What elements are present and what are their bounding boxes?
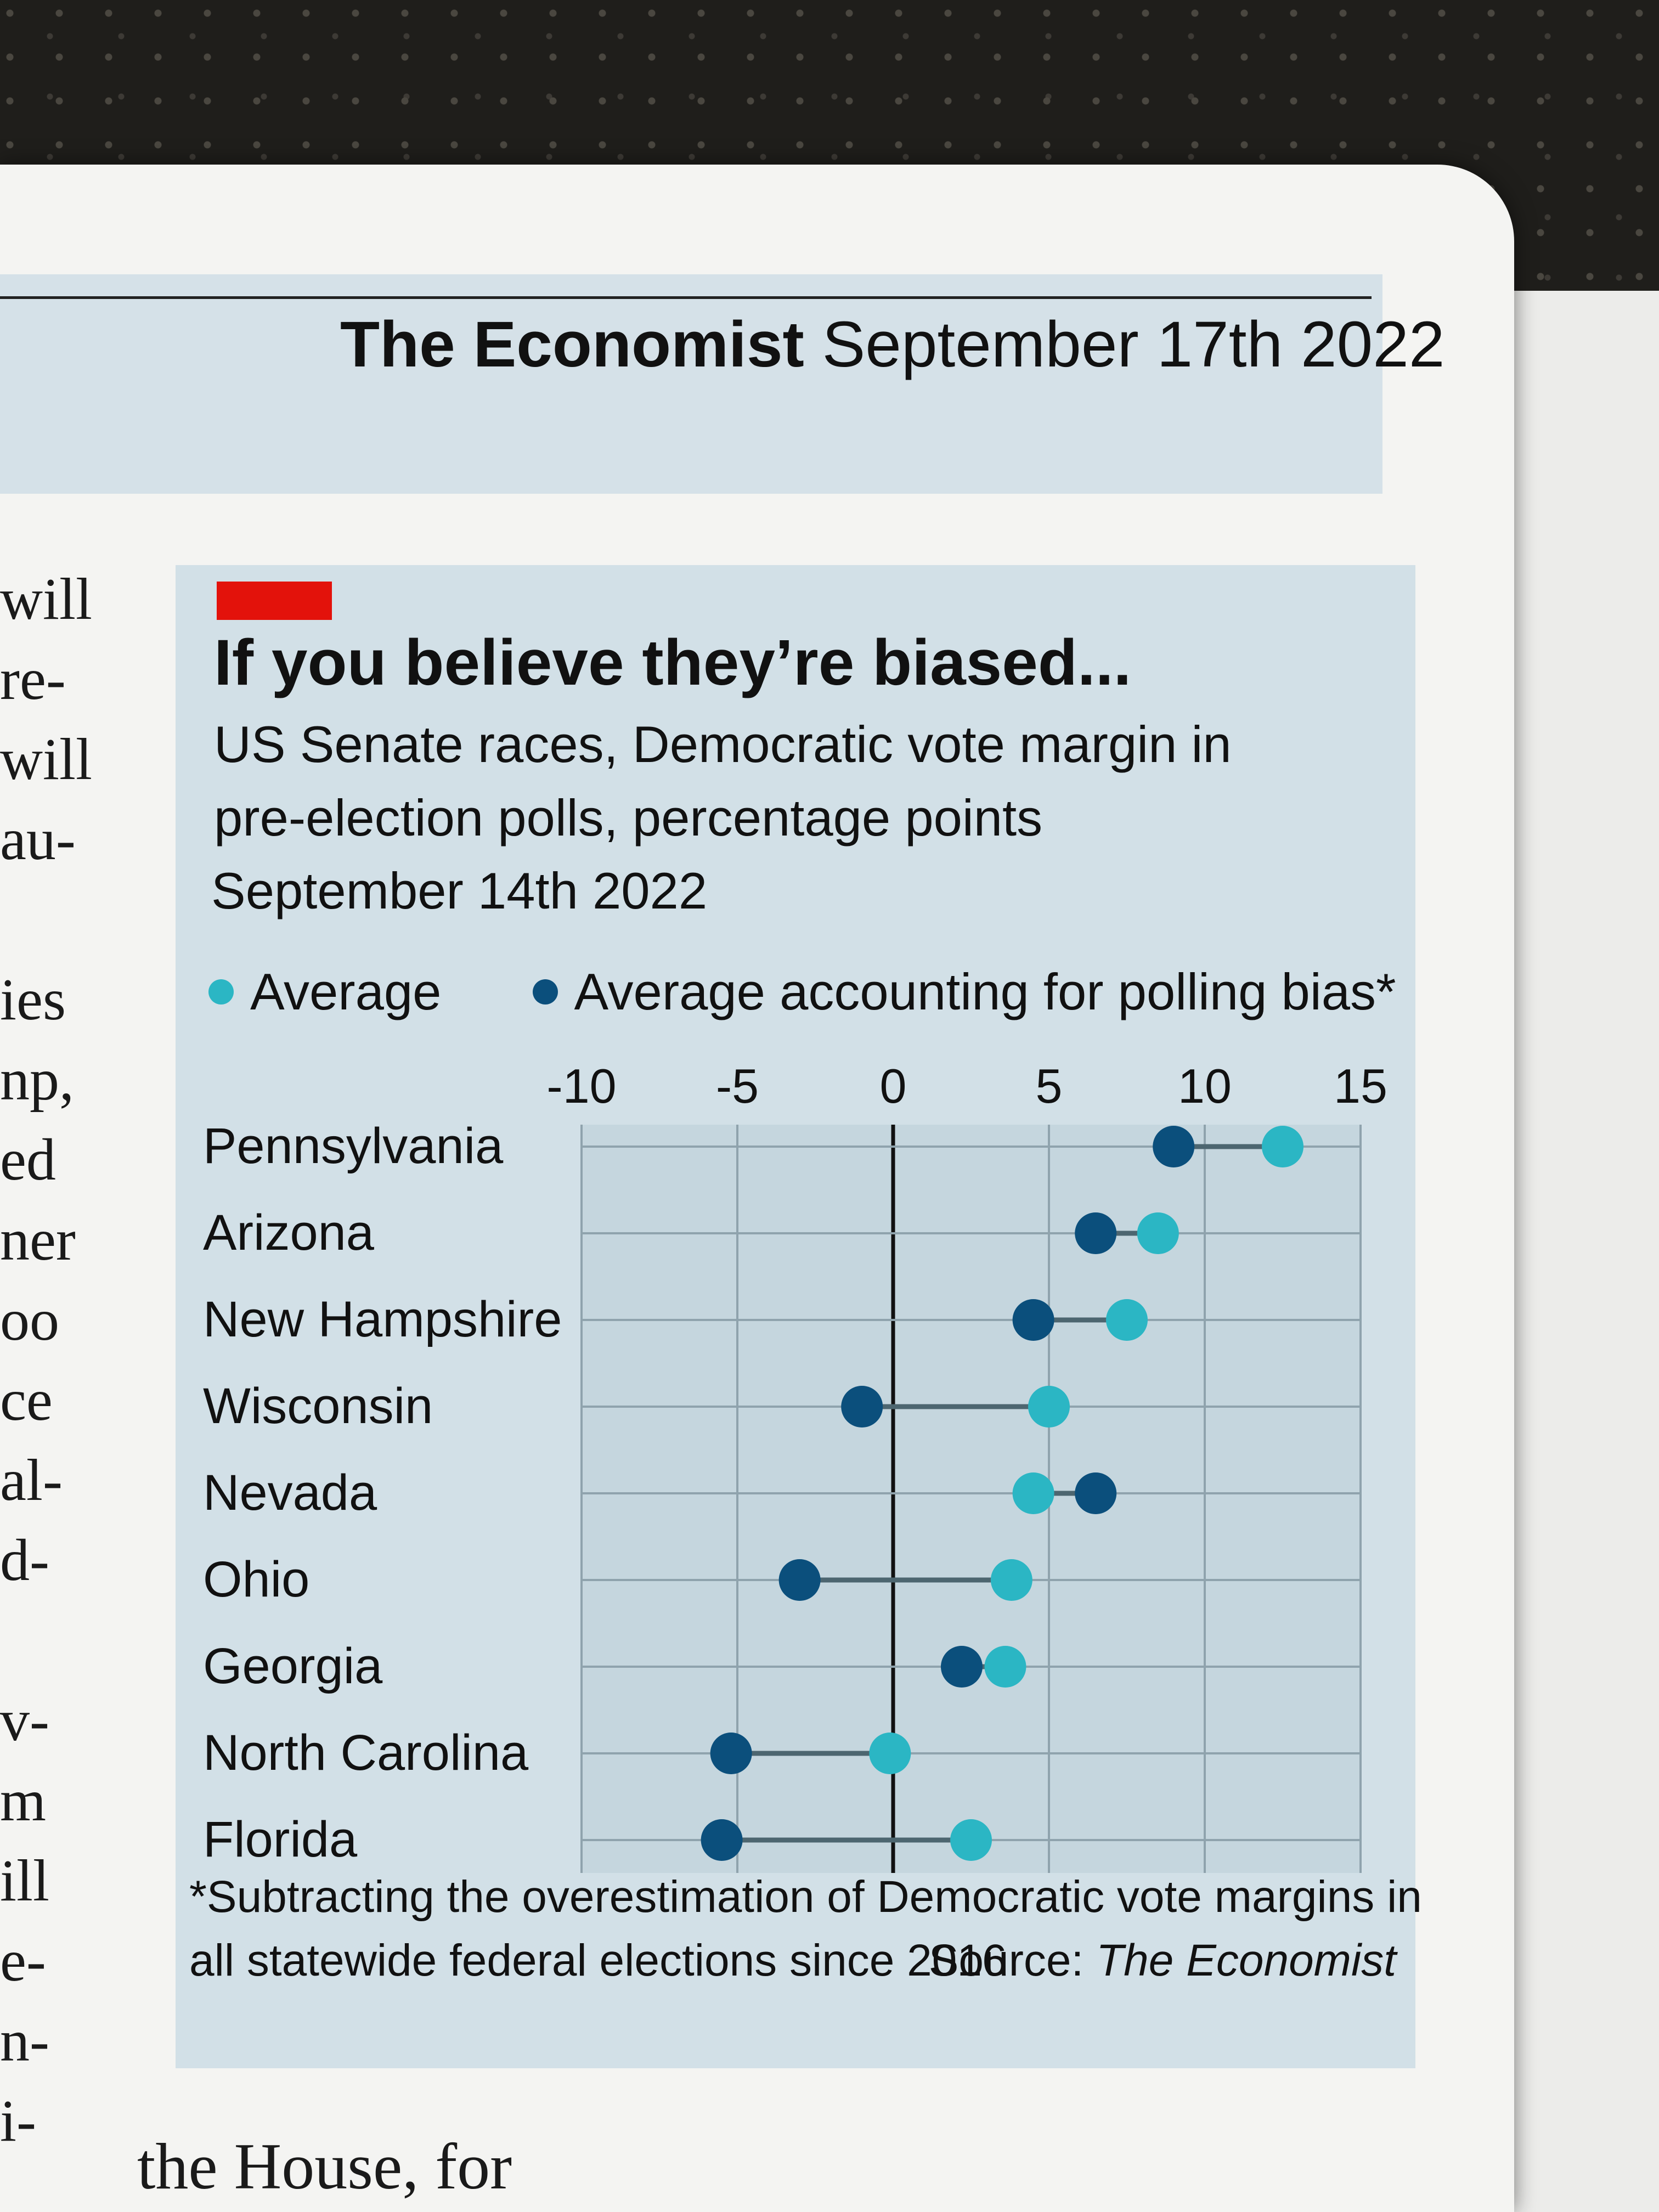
left-column-line: al- [0,1448,63,1513]
left-column-line: will [0,727,93,792]
dot-average [984,1646,1026,1688]
row-label: Wisconsin [203,1378,433,1434]
row-label: Nevada [203,1465,377,1521]
dot-average [869,1733,911,1774]
left-column-line: ner [0,1207,76,1273]
dot-bias-adjusted [701,1819,743,1861]
x-tick-label: 15 [1334,1059,1387,1113]
left-column-line: ill [0,1848,50,1914]
left-column-line: np, [0,1047,74,1113]
left-column-line: i- [0,2089,36,2154]
source: Source: The Economist [929,1929,1396,1993]
economist-red-tag [217,582,332,620]
row-label: Arizona [203,1205,375,1261]
left-column-line: e- [0,1928,46,1994]
dot-bias-adjusted [1075,1212,1117,1254]
dot-bias-adjusted [841,1386,883,1427]
row-label: Georgia [203,1638,383,1694]
publication-name: The Economist [340,308,804,381]
left-column-text: will re-will au- ies np, ed ner oo ce al-d- v-m i… [0,560,104,2162]
legend-dot-bias-adjusted [532,979,558,1005]
dot-bias-adjusted [1153,1126,1195,1167]
dot-average [1106,1299,1148,1341]
legend-label-bias-adjusted: Average accounting for polling bias* [574,963,1396,1020]
legend-dot-average [208,979,234,1005]
dot-average [1137,1212,1179,1254]
dot-average [1262,1126,1304,1167]
row-label: Florida [203,1812,358,1867]
dot-bias-adjusted [940,1646,983,1688]
left-column-line: re- [0,647,66,712]
left-column-line: ce [0,1368,53,1433]
legend-item-average: Average [208,962,441,1022]
plot-area [582,1125,1361,1873]
left-column-line: v- [0,1688,49,1753]
footnote: *Subtracting the overestimation of Democ… [189,1865,1429,1993]
chart-subtitle: US Senate races, Democratic vote margin … [214,715,1232,847]
legend-label-average: Average [250,963,442,1020]
masthead-band [0,274,1383,494]
x-tick-label: -10 [546,1059,616,1113]
legend: Average Average accounting for polling b… [208,957,1473,1022]
left-column-line: d- [0,1528,49,1593]
chart-date: September 14th 2022 [211,862,708,919]
row-label: Pennsylvania [203,1118,504,1174]
source-label: Source: [928,1936,1097,1985]
left-column-line: m [0,1768,47,1833]
row-label: Ohio [203,1551,309,1607]
x-tick-label: 5 [1036,1059,1063,1113]
dot-average [1028,1386,1070,1427]
masthead: The Economist September 17th 2022 [340,307,1445,382]
row-label: North Carolina [203,1725,529,1781]
footnote-text: *Subtracting the overestimation of Democ… [189,1872,1422,1985]
chart-title: If you believe they’re biased... [214,627,1132,699]
dot-average [950,1819,992,1861]
masthead-rule [0,296,1372,299]
x-tick-label: -5 [716,1059,759,1113]
left-column-line: n- [0,2008,49,2074]
left-column-line: oo [0,1288,59,1353]
x-tick-label: 0 [880,1059,907,1113]
body-text-bottom: the House, for [137,2130,512,2203]
dot-bias-adjusted [778,1559,821,1601]
left-column-line: ies [0,967,66,1032]
legend-item-bias-adjusted: Average accounting for polling bias* [532,962,1396,1022]
left-column-line: ed [0,1127,56,1193]
source-name: The Economist [1096,1936,1396,1985]
dot-average [1012,1472,1054,1514]
dot-bias-adjusted [1075,1472,1117,1514]
issue-date: September 17th 2022 [822,308,1445,381]
left-column-line: will [0,567,93,632]
dot-average [990,1559,1032,1601]
dot-bias-adjusted [710,1733,752,1774]
dot-bias-adjusted [1012,1299,1054,1341]
left-column-line: au- [0,807,76,872]
x-tick-label: 10 [1178,1059,1232,1113]
row-label: New Hampshire [203,1291,562,1347]
